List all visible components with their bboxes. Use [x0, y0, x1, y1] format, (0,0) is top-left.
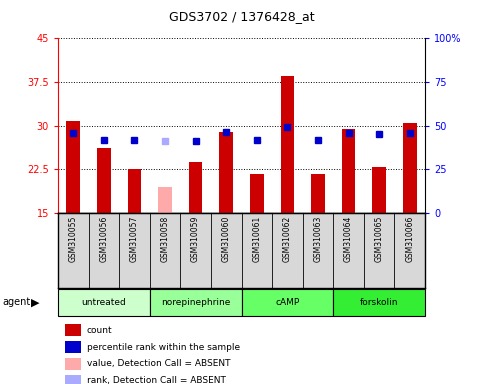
- Text: cAMP: cAMP: [275, 298, 299, 307]
- Text: GDS3702 / 1376428_at: GDS3702 / 1376428_at: [169, 10, 314, 23]
- Bar: [65, 341, 81, 353]
- Bar: [97, 148, 111, 213]
- Bar: [372, 167, 386, 213]
- Text: GSM310062: GSM310062: [283, 216, 292, 262]
- Text: GSM310057: GSM310057: [130, 216, 139, 263]
- Text: GSM310064: GSM310064: [344, 216, 353, 263]
- Bar: [219, 132, 233, 213]
- Bar: [66, 121, 80, 213]
- Bar: [250, 174, 264, 213]
- FancyBboxPatch shape: [242, 289, 333, 316]
- Text: GSM310059: GSM310059: [191, 216, 200, 263]
- Text: forskolin: forskolin: [360, 298, 398, 307]
- Text: rank, Detection Call = ABSENT: rank, Detection Call = ABSENT: [86, 376, 226, 384]
- Text: untreated: untreated: [82, 298, 126, 307]
- Bar: [128, 169, 142, 213]
- Bar: [311, 174, 325, 213]
- Text: GSM310060: GSM310060: [222, 216, 231, 263]
- Text: GSM310056: GSM310056: [99, 216, 108, 263]
- Bar: [65, 324, 81, 336]
- Text: GSM310061: GSM310061: [252, 216, 261, 262]
- FancyBboxPatch shape: [150, 289, 242, 316]
- Bar: [65, 375, 81, 384]
- Bar: [189, 162, 202, 213]
- Bar: [65, 358, 81, 370]
- Bar: [403, 123, 417, 213]
- Bar: [158, 187, 172, 213]
- Text: value, Detection Call = ABSENT: value, Detection Call = ABSENT: [86, 359, 230, 368]
- Text: ▶: ▶: [31, 297, 40, 308]
- Text: GSM310055: GSM310055: [69, 216, 78, 263]
- Text: percentile rank within the sample: percentile rank within the sample: [86, 343, 240, 351]
- Text: agent: agent: [2, 297, 30, 308]
- FancyBboxPatch shape: [333, 289, 425, 316]
- Text: GSM310058: GSM310058: [160, 216, 170, 262]
- Bar: [281, 76, 294, 213]
- Text: norepinephrine: norepinephrine: [161, 298, 230, 307]
- FancyBboxPatch shape: [58, 289, 150, 316]
- Bar: [341, 129, 355, 213]
- Text: GSM310063: GSM310063: [313, 216, 323, 263]
- Text: count: count: [86, 326, 112, 335]
- Text: GSM310066: GSM310066: [405, 216, 414, 263]
- Text: GSM310065: GSM310065: [375, 216, 384, 263]
